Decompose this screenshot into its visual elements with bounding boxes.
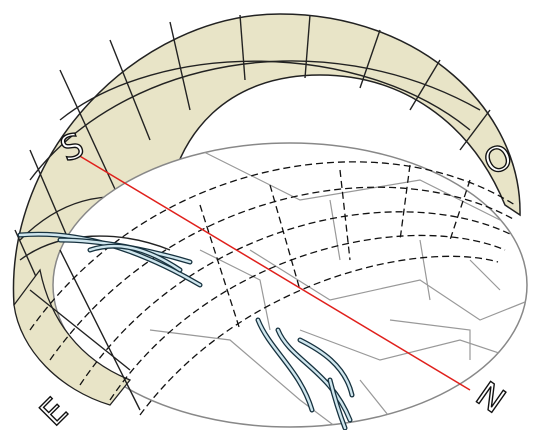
label-east: E xyxy=(32,390,75,430)
axis-line xyxy=(77,154,471,391)
wind-arrows xyxy=(17,231,355,430)
dome-front xyxy=(13,268,132,406)
sun-paths xyxy=(19,161,516,416)
label-north: N xyxy=(468,374,512,421)
ground-disk xyxy=(52,142,528,428)
